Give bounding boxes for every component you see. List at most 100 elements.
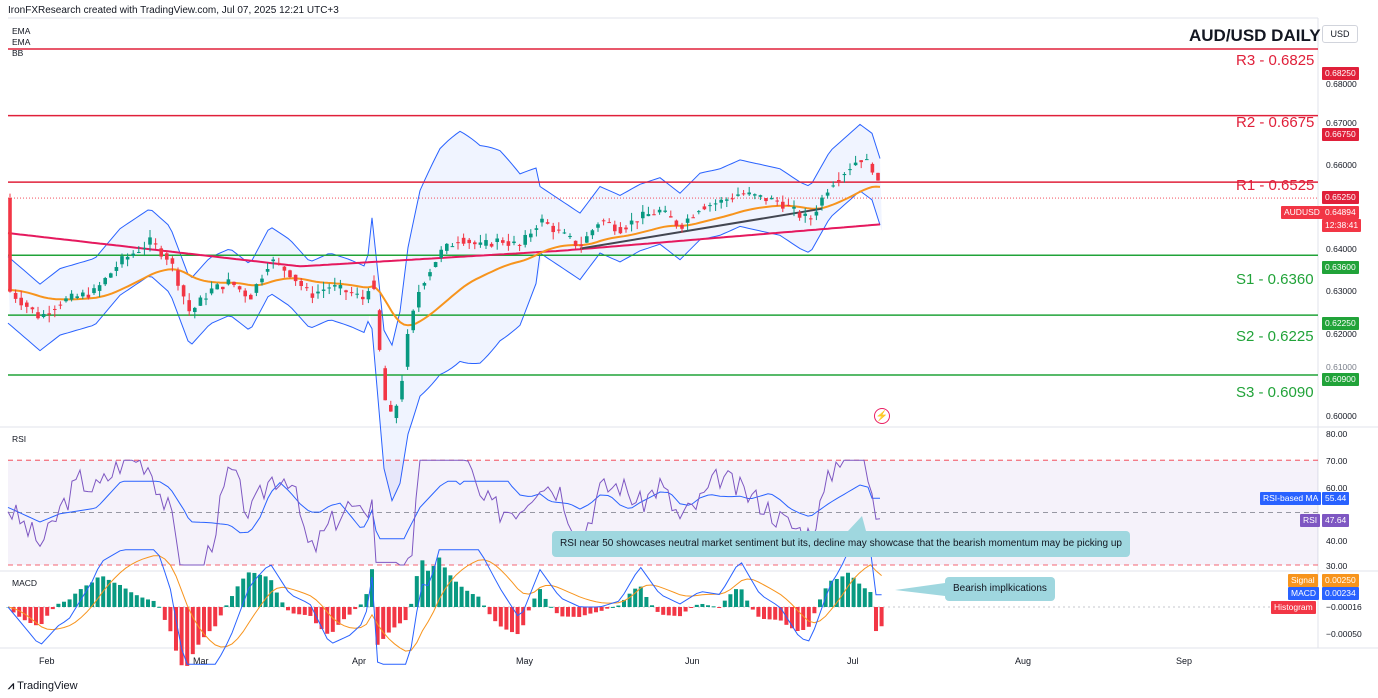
candle-body bbox=[713, 203, 718, 205]
candle-body bbox=[377, 310, 382, 350]
candle-body bbox=[534, 228, 539, 230]
macd-line bbox=[7, 549, 882, 665]
macd-histogram-bar bbox=[39, 607, 44, 625]
macd-histogram-bar bbox=[17, 607, 22, 617]
macd-histogram-bar bbox=[650, 605, 654, 607]
level-label-r3: R3 - 0.6825 bbox=[1236, 52, 1315, 69]
candle-body bbox=[596, 224, 600, 228]
macd-histogram-bar bbox=[666, 607, 671, 616]
candle-body bbox=[691, 217, 695, 219]
candle-body bbox=[282, 266, 287, 271]
x-label: Feb bbox=[39, 656, 55, 666]
candle-body bbox=[725, 199, 729, 201]
candle-body bbox=[327, 287, 331, 289]
macd-histogram-bar bbox=[862, 588, 867, 607]
rsi-annotation[interactable]: RSI near 50 showcases neutral market sen… bbox=[552, 531, 1130, 557]
macd-histogram-bar bbox=[756, 607, 761, 617]
candle-body bbox=[467, 239, 471, 244]
candle-body bbox=[741, 193, 746, 195]
macd-histogram-bar bbox=[218, 607, 223, 616]
candle-body bbox=[512, 241, 516, 244]
macd-histogram-bar bbox=[442, 567, 447, 607]
macd-histogram-bar bbox=[230, 596, 234, 607]
macd-value: 0.00234 bbox=[1322, 587, 1359, 600]
macd-histogram-bar bbox=[829, 580, 834, 607]
candle-body bbox=[585, 236, 589, 243]
macd-histogram-bar bbox=[627, 593, 632, 607]
candle-body bbox=[680, 224, 684, 229]
candle-body bbox=[786, 204, 791, 206]
macd-histogram-bar bbox=[224, 605, 229, 607]
macd-histogram-bar bbox=[426, 570, 430, 607]
lightning-icon[interactable]: ⚡ bbox=[874, 408, 890, 424]
histogram-value: −0.00016 bbox=[1326, 602, 1362, 612]
candle-body bbox=[613, 224, 617, 232]
candle-body bbox=[215, 284, 219, 290]
macd-histogram-bar bbox=[717, 607, 722, 608]
currency-button[interactable]: USD bbox=[1322, 25, 1358, 43]
candle-body bbox=[36, 312, 40, 319]
candle-body bbox=[92, 288, 96, 294]
macd-histogram-bar bbox=[622, 599, 626, 607]
candle-body bbox=[321, 289, 326, 291]
candle-body bbox=[400, 380, 404, 400]
candle-body bbox=[657, 209, 662, 213]
rsi-tick: 60.00 bbox=[1326, 483, 1348, 493]
macd-annotation[interactable]: Bearish implkications bbox=[945, 577, 1055, 601]
price-tag-s3: 0.60900 bbox=[1322, 373, 1359, 386]
macd-histogram-bar bbox=[487, 607, 492, 615]
macd-histogram-bar bbox=[577, 607, 582, 617]
candle-body bbox=[814, 211, 819, 216]
price-tick: 0.68000 bbox=[1326, 79, 1357, 89]
candle-body bbox=[775, 200, 779, 202]
macd-histogram-bar bbox=[118, 584, 122, 607]
candle-body bbox=[131, 253, 135, 256]
macd-histogram-bar bbox=[655, 607, 660, 612]
macd-histogram-bar bbox=[358, 604, 363, 607]
macd-histogram-bar bbox=[269, 580, 274, 607]
candle-body bbox=[299, 280, 303, 287]
macd-histogram-bar bbox=[801, 607, 806, 630]
candle-body bbox=[769, 197, 774, 200]
macd-histogram-bar bbox=[258, 574, 262, 607]
candle-body bbox=[439, 249, 443, 258]
macd-histogram-bar bbox=[521, 607, 526, 626]
candle-body bbox=[226, 279, 231, 285]
ema-fast-line bbox=[7, 185, 881, 327]
macd-histogram-bar bbox=[202, 607, 206, 638]
macd-histogram-bar bbox=[386, 607, 391, 633]
macd-histogram-bar bbox=[728, 594, 733, 607]
candle-body bbox=[478, 242, 483, 245]
macd-histogram-bar bbox=[773, 607, 778, 620]
candle-body bbox=[30, 307, 35, 310]
macd-histogram-bar bbox=[498, 607, 503, 627]
macd-histogram-bar bbox=[476, 596, 481, 607]
candle-body bbox=[153, 243, 158, 245]
macd-tick: −0.00050 bbox=[1326, 629, 1362, 639]
x-label: Jun bbox=[685, 656, 700, 666]
macd-histogram-bar bbox=[745, 600, 750, 607]
candle-body bbox=[86, 294, 91, 298]
indicator-ema-fast[interactable]: EMA bbox=[12, 26, 31, 36]
macd-histogram-bar bbox=[370, 569, 374, 607]
macd-histogram-bar bbox=[610, 606, 615, 608]
tradingview-logo[interactable]: ⩘ TradingView bbox=[8, 680, 78, 693]
indicator-ema-slow[interactable]: EMA bbox=[12, 37, 31, 47]
macd-signal-line bbox=[7, 555, 882, 652]
candle-body bbox=[473, 242, 477, 245]
candle-body bbox=[736, 194, 740, 196]
candle-body bbox=[646, 214, 651, 217]
macd-histogram-bar bbox=[56, 603, 61, 607]
candle-body bbox=[64, 298, 68, 302]
macd-histogram-bar bbox=[308, 607, 313, 616]
indicator-bb[interactable]: BB bbox=[12, 48, 24, 58]
macd-histogram-bar bbox=[465, 590, 470, 607]
macd-histogram-bar bbox=[112, 582, 117, 607]
candle-body bbox=[545, 222, 550, 224]
tv-logo-icon: ⩘ bbox=[8, 680, 15, 692]
candle-body bbox=[13, 292, 18, 299]
macd-histogram-bar bbox=[846, 572, 850, 607]
rsi-value: 47.64 bbox=[1322, 514, 1350, 527]
